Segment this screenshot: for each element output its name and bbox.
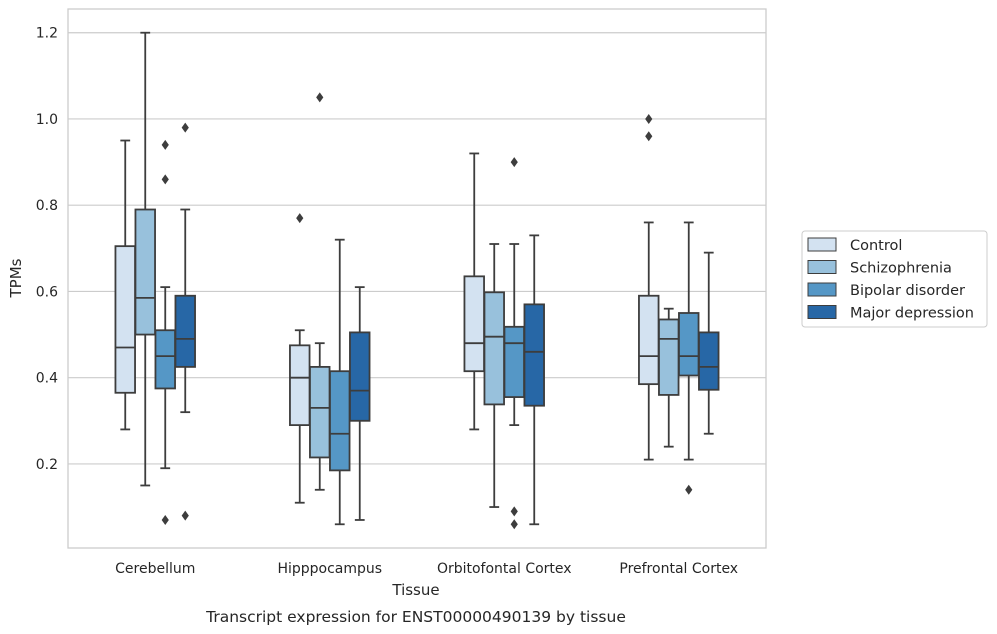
outlier-point	[510, 157, 518, 168]
iqr-box	[678, 312, 700, 377]
legend-label: Bipolar disorder	[850, 283, 965, 299]
iqr-box	[154, 329, 176, 390]
x-tick-labels: Cerebellum Hipppocampus Orbitofontal Corte…	[115, 561, 738, 577]
iqr-box	[658, 318, 680, 396]
chart-caption: Transcript expression for ENST0000049013…	[205, 608, 626, 626]
outlier-point	[161, 139, 169, 150]
outlier-point	[181, 510, 189, 521]
box-schizophrenia	[309, 92, 331, 491]
x-tick-label: Orbitofontal Cortex	[437, 561, 572, 577]
iqr-box	[329, 370, 351, 472]
legend-label: Major depression	[850, 306, 974, 322]
y-tick-label: 1.2	[36, 26, 58, 42]
box-major-depression	[349, 286, 371, 521]
outlier-point	[510, 506, 518, 517]
legend-swatch	[807, 237, 837, 252]
outlier-point	[685, 484, 693, 495]
iqr-box	[698, 331, 720, 391]
box-schizophrenia	[134, 31, 156, 487]
box-schizophrenia	[658, 307, 680, 448]
iqr-box	[483, 291, 505, 406]
iqr-box	[463, 275, 485, 373]
boxes	[114, 31, 720, 530]
legend: Control Schizophrenia Bipolar disorder Majo…	[801, 230, 988, 328]
box-bipolar-disorder	[329, 238, 351, 526]
box-major-depression	[523, 234, 545, 526]
iqr-box	[349, 331, 371, 422]
x-axis-label: Tissue	[391, 581, 439, 599]
legend-label: Schizophrenia	[850, 261, 952, 277]
outlier-point	[181, 122, 189, 133]
legend-swatch	[807, 282, 837, 297]
box-major-depression	[174, 122, 196, 521]
iqr-box	[114, 245, 136, 394]
x-tick-label: Cerebellum	[115, 561, 195, 577]
y-tick-label: 0.4	[36, 371, 58, 387]
iqr-box	[134, 208, 156, 336]
box-major-depression	[698, 251, 720, 435]
outlier-point	[161, 174, 169, 185]
y-axis-label: TPMs	[7, 258, 25, 298]
outlier-point	[645, 131, 653, 142]
y-tick-label: 0.8	[36, 198, 58, 214]
iqr-box	[638, 294, 660, 386]
y-tick-label: 1.0	[36, 112, 58, 128]
box-bipolar-disorder	[154, 139, 176, 525]
iqr-box	[523, 303, 545, 407]
outlier-point	[510, 519, 518, 530]
legend-swatch	[807, 305, 837, 319]
gridlines	[68, 32, 766, 465]
iqr-box	[309, 365, 331, 459]
y-tick-labels: 0.2 0.4 0.6 0.8 1.0 1.2	[36, 26, 58, 473]
outlier-point	[645, 113, 653, 124]
legend-label: Control	[850, 238, 902, 254]
outlier-point	[296, 213, 304, 224]
y-tick-label: 0.6	[36, 284, 58, 300]
legend-swatch	[807, 260, 837, 274]
plot-frame	[67, 8, 767, 549]
legend-frame	[801, 230, 988, 328]
box-bipolar-disorder	[503, 157, 525, 530]
outlier-point	[316, 92, 324, 103]
y-tick-label: 0.2	[36, 457, 58, 473]
iqr-box	[503, 325, 525, 398]
x-tick-label: Hipppocampus	[277, 561, 382, 577]
box-control	[114, 139, 136, 431]
box-control	[463, 152, 485, 431]
box-bipolar-disorder	[678, 221, 700, 495]
iqr-box	[289, 344, 311, 427]
plot-area	[68, 9, 766, 548]
outlier-point	[161, 514, 169, 525]
iqr-box	[174, 294, 196, 368]
x-tick-label: Prefrontal Cortex	[619, 561, 738, 577]
